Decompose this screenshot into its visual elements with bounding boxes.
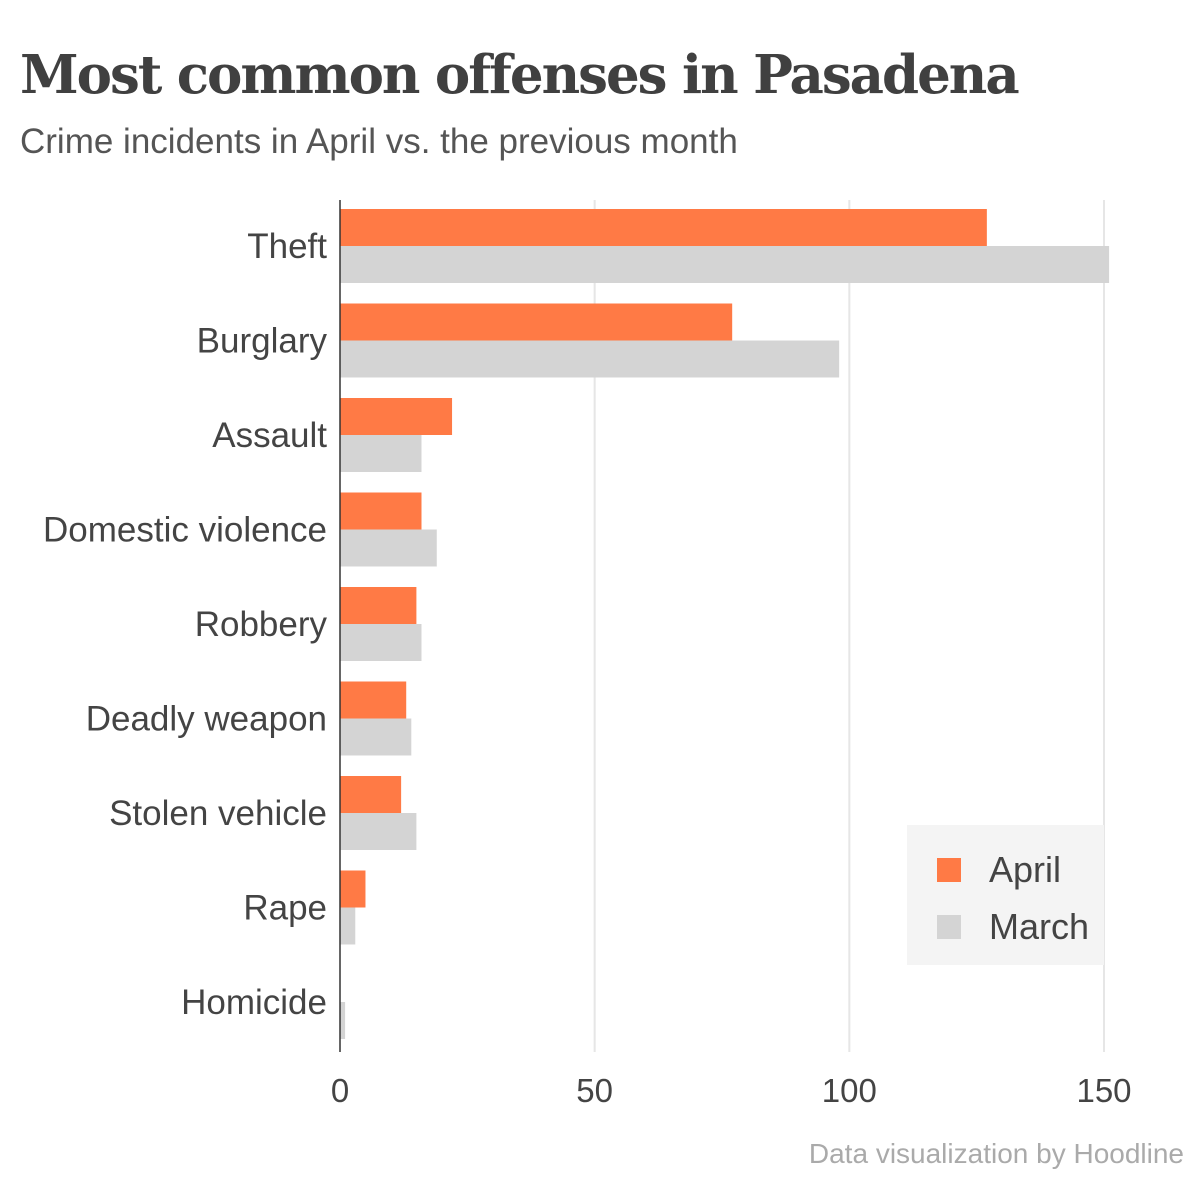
category-label: Assault	[212, 416, 327, 455]
category-labels: Theft Burglary Assault Domestic violence Rob…	[43, 227, 327, 1022]
legend-swatch-march	[937, 915, 961, 939]
legend: April March	[907, 825, 1104, 965]
bar-april-burglary	[340, 303, 733, 341]
legend-item-april: April	[937, 849, 1062, 890]
legend-item-march: March	[937, 906, 1090, 947]
bar-march-robbery	[340, 624, 422, 661]
category-label: Domestic violence	[43, 511, 327, 550]
bar-april-assault	[340, 398, 453, 435]
bar-march-rape	[340, 907, 356, 945]
bar-march-deadly-weapon	[340, 718, 412, 756]
x-tick-label: 150	[1076, 1072, 1131, 1109]
bar-march-homicide	[340, 1002, 346, 1039]
category-label: Rape	[243, 889, 327, 928]
bar-march-burglary	[340, 340, 840, 378]
x-tick-label: 100	[822, 1072, 877, 1109]
bar-march-assault	[340, 435, 422, 472]
category-label: Deadly weapon	[86, 700, 327, 739]
bar-april-rape	[340, 870, 366, 908]
bar-april-robbery	[340, 587, 417, 624]
bars	[340, 209, 1110, 1039]
chart-title: Most common offenses in Pasadena	[20, 44, 1020, 106]
category-label: Stolen vehicle	[109, 794, 327, 833]
category-label: Burglary	[197, 322, 328, 361]
legend-label-march: March	[989, 906, 1090, 947]
category-label: Homicide	[181, 983, 327, 1022]
bar-march-theft	[340, 246, 1110, 283]
legend-label-april: April	[989, 849, 1062, 890]
category-label: Robbery	[195, 605, 328, 644]
bar-march-stolen-vehicle	[340, 813, 417, 850]
category-label: Theft	[247, 227, 327, 266]
chart-subtitle: Crime incidents in April vs. the previou…	[20, 122, 738, 161]
x-tick-label: 50	[576, 1072, 613, 1109]
bar-march-domestic-violence	[340, 529, 437, 567]
x-tick-label: 0	[331, 1072, 349, 1109]
x-axis-ticks: 0 50 100 150	[331, 1072, 1132, 1109]
bar-april-stolen-vehicle	[340, 776, 402, 813]
legend-swatch-april	[937, 858, 961, 882]
credit-text: Data visualization by Hoodline	[808, 1138, 1184, 1169]
bar-april-deadly-weapon	[340, 681, 407, 719]
bar-april-theft	[340, 209, 987, 246]
bar-april-domestic-violence	[340, 492, 422, 530]
